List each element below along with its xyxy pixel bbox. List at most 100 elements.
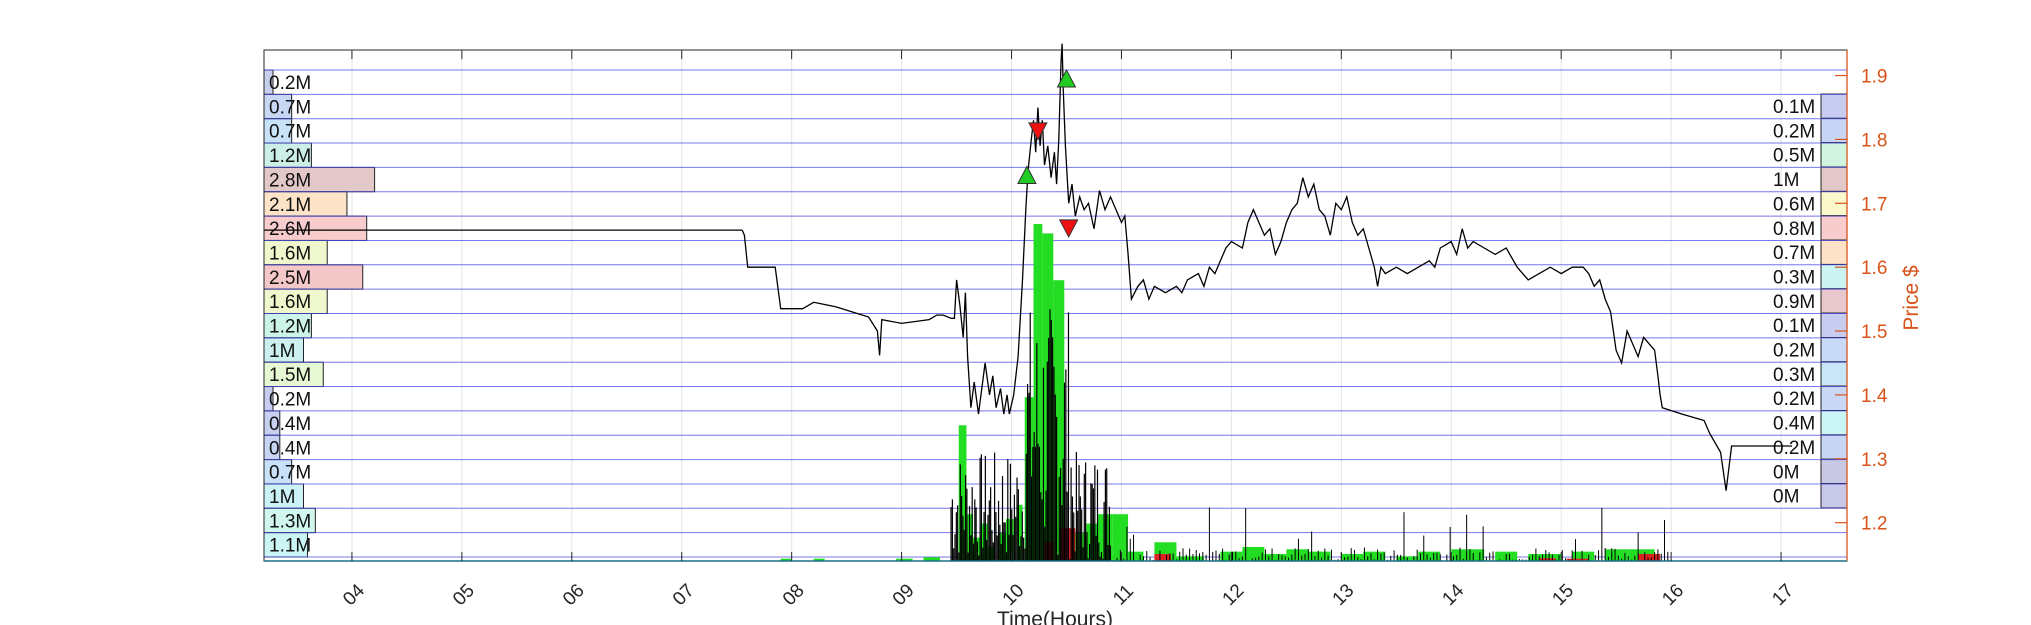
price-path	[741, 43, 1792, 491]
left-profile-label: 0.2M	[269, 390, 311, 411]
x-tick-label: 17	[1768, 580, 1798, 610]
right-profile-label: 0.2M	[1773, 341, 1815, 362]
volume-bars	[780, 224, 1672, 562]
y-tick-label: 1.4	[1861, 386, 1888, 407]
buy-volume-bar	[1528, 553, 1562, 561]
y-tick-label: 1.7	[1861, 194, 1887, 215]
right-profile-label: 0.5M	[1773, 146, 1815, 167]
right-profile-bar	[1820, 312, 1848, 338]
buy-volume-bar	[1308, 551, 1331, 561]
left-profile-label: 0.7M	[269, 463, 311, 484]
x-grid	[351, 50, 1782, 561]
left-profile-label: 1.6M	[269, 243, 311, 264]
buy-volume-bar	[1363, 551, 1386, 561]
left-profile-label: 1.3M	[269, 511, 311, 532]
buy-volume-bar	[1418, 551, 1441, 561]
left-profile-label: 1.2M	[269, 146, 311, 167]
right-profile-bar	[1820, 483, 1848, 509]
right-profile-bar	[1820, 142, 1848, 168]
right-profile-bar	[1820, 166, 1848, 192]
sell-volume-bar	[1566, 558, 1589, 561]
left-profile-label: 0.2M	[269, 73, 311, 94]
buy-volume-bar	[1605, 549, 1628, 561]
right-profile-label: 0.3M	[1773, 365, 1815, 386]
y-tick-labels: 1.2 1.3 1.4 1.5 1.6 1.7 1.8 1.9	[1835, 67, 1888, 535]
right-profile-bar	[1820, 93, 1848, 119]
right-profile-bar	[1820, 361, 1848, 387]
sell-marker	[1058, 219, 1079, 239]
right-profile-label: 0.4M	[1773, 414, 1815, 435]
right-profile-label: 0.2M	[1773, 121, 1815, 142]
left-profile-label: 1.2M	[269, 317, 311, 338]
x-tick-label: 12	[1219, 580, 1249, 610]
y-tick-label: 1.6	[1861, 258, 1887, 279]
axes	[263, 49, 1848, 562]
x-tick-label: 08	[779, 580, 809, 610]
buy-volume-bar	[1264, 553, 1287, 561]
buy-volume-bar	[1286, 549, 1309, 561]
left-profile-label: 1.1M	[269, 536, 311, 557]
left-profile-label: 0.4M	[269, 438, 311, 459]
left-profile-label: 2.5M	[269, 268, 311, 289]
x-tick-label: 15	[1548, 580, 1578, 610]
x-tick-label: 06	[559, 580, 589, 610]
buy-volume-bar	[1451, 549, 1485, 561]
buy-volume-bar	[1341, 553, 1364, 561]
right-profile-label: 0M	[1773, 487, 1799, 508]
left-profile-label: 2.8M	[269, 170, 311, 191]
right-profile-label: 0.8M	[1773, 219, 1815, 240]
left-profile-label: 0.7M	[269, 97, 311, 118]
sell-marker	[1028, 122, 1048, 141]
right-profile-bar	[1820, 215, 1848, 241]
y-axis-label-right: Price $	[1900, 265, 1923, 331]
right-profile-label: 0.6M	[1773, 194, 1815, 215]
buy-volume-bar	[1176, 556, 1204, 561]
right-profile-bar	[1820, 288, 1848, 314]
buy-volume-bar	[1033, 224, 1043, 562]
right-profile-label: 0.1M	[1773, 97, 1815, 118]
left-profile-label: 0.7M	[269, 122, 311, 143]
left-profile-label: 1M	[269, 341, 295, 362]
x-tick-label: 10	[999, 580, 1029, 610]
x-tick-label: 16	[1658, 580, 1688, 610]
y-tick-label: 1.5	[1861, 322, 1887, 343]
left-profile-label: 0.4M	[269, 414, 311, 435]
buy-volume-bar	[1053, 280, 1065, 561]
buy-volume-bar	[813, 558, 825, 561]
x-tick-label: 11	[1109, 581, 1138, 610]
x-axis-label: Time(Hours)	[997, 608, 1113, 625]
buy-marker	[1056, 68, 1077, 88]
price-line	[264, 43, 1792, 491]
buy-volume-bar	[1128, 551, 1144, 561]
y-tick-label: 1.8	[1861, 130, 1887, 151]
right-profile-label: 0.3M	[1773, 267, 1815, 288]
buy-volume-bar	[896, 558, 913, 561]
right-profile-bar	[1820, 337, 1848, 363]
left-volume-profile: 0.2M0.7M0.7M1.2M2.8M2.1M2.6M1.6M2.5M1.6M…	[263, 69, 376, 558]
right-profile-bar	[1820, 263, 1848, 290]
right-profile-bar	[1820, 458, 1848, 485]
right-profile-label: 1M	[1773, 170, 1799, 191]
right-profile-label: 0.1M	[1773, 316, 1815, 337]
right-profile-bar	[1820, 385, 1848, 412]
price-band-lines	[264, 69, 1847, 558]
x-tick-label: 07	[669, 580, 699, 610]
left-profile-bar	[263, 191, 348, 217]
x-tick-label: 14	[1438, 580, 1468, 610]
x-tick-label: 13	[1329, 580, 1359, 610]
left-profile-label: 1.5M	[269, 365, 311, 386]
left-profile-bar	[263, 264, 364, 290]
right-profile-label: 0.9M	[1773, 292, 1815, 313]
right-profile-label: 0.7M	[1773, 243, 1815, 264]
left-profile-bar	[263, 215, 368, 241]
buy-volume-bar	[780, 558, 792, 561]
x-tick-label: 05	[449, 580, 479, 610]
buy-volume-bar	[1572, 551, 1595, 561]
y-tick-label: 1.2	[1861, 514, 1887, 535]
sell-volume-bar	[1154, 553, 1171, 561]
buy-volume-bar	[923, 557, 941, 561]
left-profile-bar	[263, 313, 312, 339]
right-profile-bar	[1820, 434, 1848, 460]
sell-volume-bar	[1638, 553, 1661, 561]
x-tick-label: 04	[339, 580, 369, 610]
